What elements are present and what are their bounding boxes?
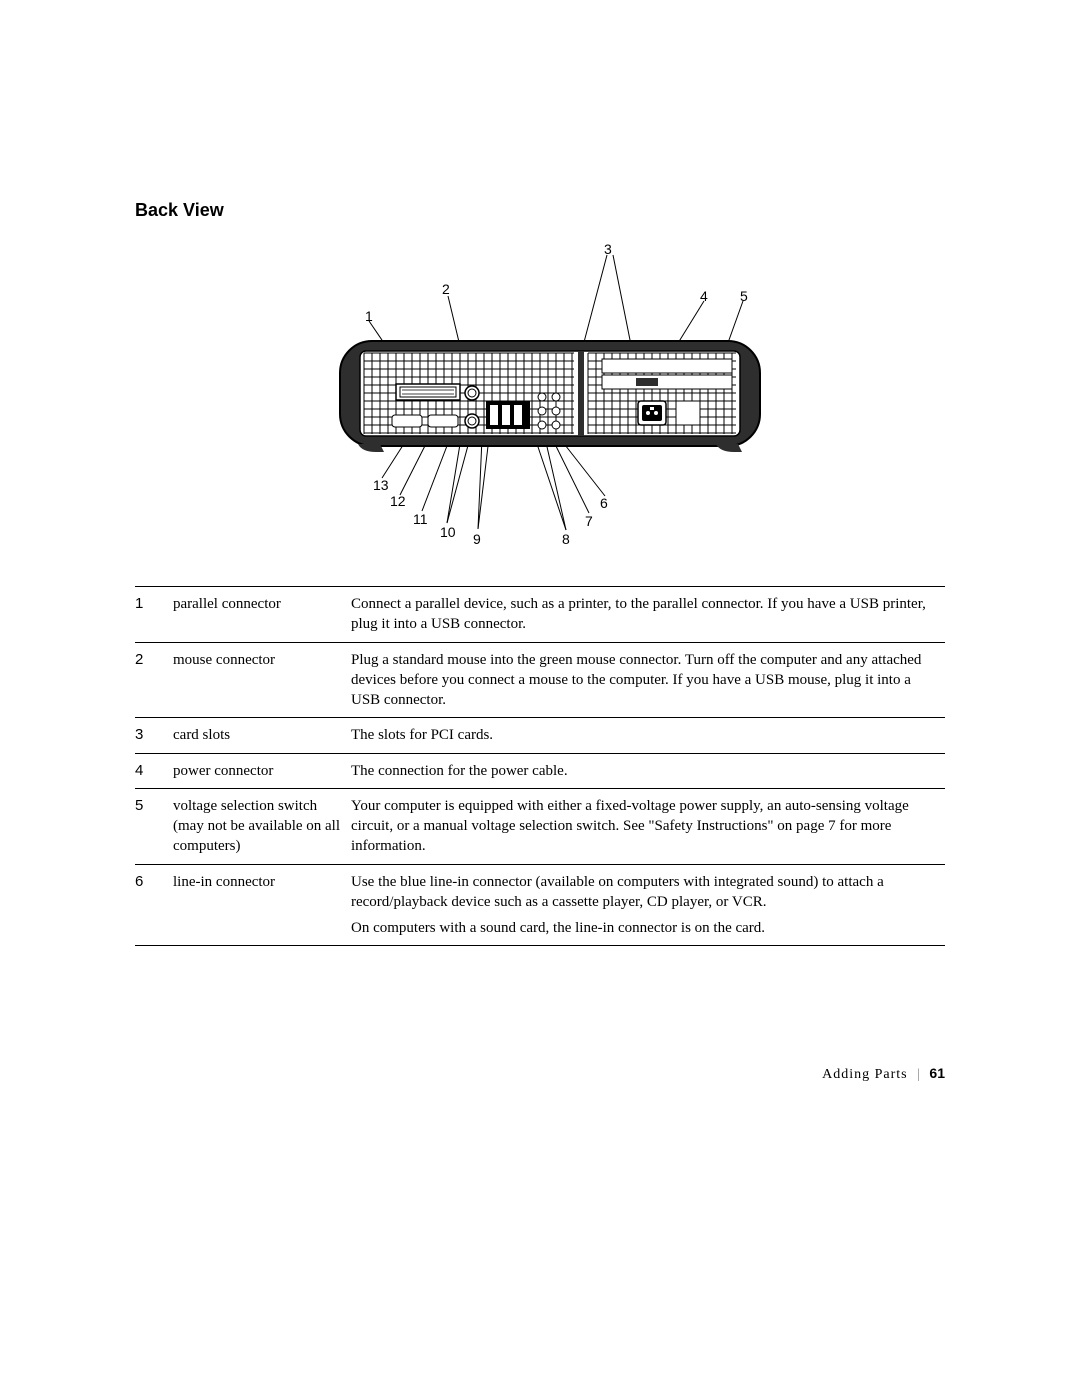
row-description: The slots for PCI cards. [351, 718, 945, 753]
callout-5: 5 [740, 288, 748, 304]
table-row: 5voltage selection switch (may not be av… [135, 788, 945, 864]
table-row: 6line-in connectorUse the blue line-in c… [135, 864, 945, 946]
row-label: line-in connector [173, 864, 351, 946]
row-number: 5 [135, 788, 173, 864]
callout-13: 13 [373, 477, 389, 493]
footer-separator: | [917, 1067, 920, 1082]
row-number: 3 [135, 718, 173, 753]
callout-6: 6 [600, 495, 608, 511]
back-view-diagram: 12345678910111213 [310, 241, 770, 551]
row-label: voltage selection switch (may not be ava… [173, 788, 351, 864]
row-number: 4 [135, 753, 173, 788]
callout-8: 8 [562, 531, 570, 547]
diagram-container: 12345678910111213 [135, 241, 945, 556]
page-footer: Adding Parts | 61 [822, 1065, 945, 1083]
callout-11: 11 [413, 511, 428, 527]
row-label: card slots [173, 718, 351, 753]
description-paragraph: Use the blue line-in connector (availabl… [351, 872, 937, 913]
row-description: Connect a parallel device, such as a pri… [351, 587, 945, 643]
footer-section-name: Adding Parts [822, 1067, 908, 1082]
callout-10: 10 [440, 524, 456, 540]
row-label: mouse connector [173, 642, 351, 718]
row-label: power connector [173, 753, 351, 788]
row-number: 6 [135, 864, 173, 946]
row-number: 2 [135, 642, 173, 718]
callout-2: 2 [442, 281, 450, 297]
callout-1: 1 [365, 308, 373, 324]
row-description: Use the blue line-in connector (availabl… [351, 864, 945, 946]
row-label: parallel connector [173, 587, 351, 643]
row-description: The connection for the power cable. [351, 753, 945, 788]
table-row: 1parallel connectorConnect a parallel de… [135, 587, 945, 643]
callout-7: 7 [585, 513, 593, 529]
description-paragraph: On computers with a sound card, the line… [351, 918, 937, 938]
description-paragraph: The connection for the power cable. [351, 761, 937, 781]
description-paragraph: The slots for PCI cards. [351, 725, 937, 745]
callout-12: 12 [390, 493, 406, 509]
table-row: 2mouse connectorPlug a standard mouse in… [135, 642, 945, 718]
table-row: 3card slotsThe slots for PCI cards. [135, 718, 945, 753]
row-description: Plug a standard mouse into the green mou… [351, 642, 945, 718]
row-number: 1 [135, 587, 173, 643]
row-description: Your computer is equipped with either a … [351, 788, 945, 864]
callout-3: 3 [604, 241, 612, 257]
footer-page-number: 61 [929, 1065, 945, 1081]
connector-table: 1parallel connectorConnect a parallel de… [135, 586, 945, 946]
description-paragraph: Your computer is equipped with either a … [351, 796, 937, 857]
section-heading: Back View [135, 200, 945, 221]
description-paragraph: Plug a standard mouse into the green mou… [351, 650, 937, 711]
callout-9: 9 [473, 531, 481, 547]
callout-4: 4 [700, 288, 708, 304]
table-row: 4power connectorThe connection for the p… [135, 753, 945, 788]
description-paragraph: Connect a parallel device, such as a pri… [351, 594, 937, 635]
